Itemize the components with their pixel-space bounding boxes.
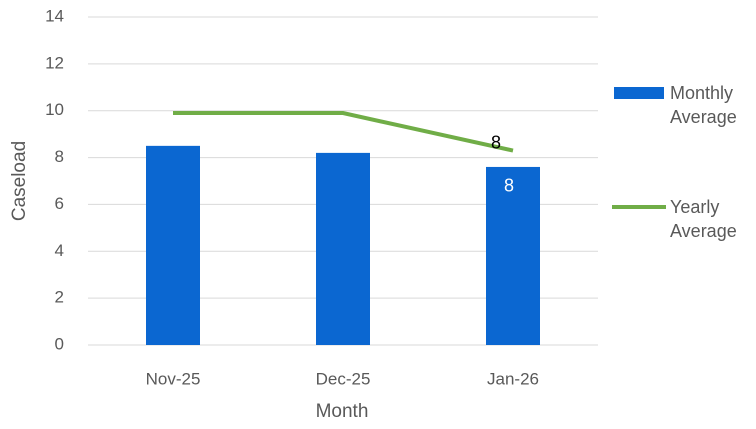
y-tick-label: 4 [55,241,64,260]
y-axis-title: Caseload [9,141,30,221]
x-axis-title: Month [316,401,369,422]
legend-label: Yearly Average [670,197,737,241]
y-tick-label: 8 [55,147,64,166]
data-label: 8 [491,132,501,152]
x-tick-label: Jan-26 [487,369,539,388]
bar [486,166,540,345]
bar [316,152,370,345]
y-tick-label: 2 [55,288,64,307]
x-tick-label: Dec-25 [316,369,371,388]
y-tick-label: 10 [45,100,64,119]
legend-swatch [614,87,664,99]
x-tick-label: Nov-25 [146,369,201,388]
legend-label: Monthly Average [670,83,737,127]
y-tick-label: 14 [45,6,64,25]
y-tick-label: 6 [55,194,64,213]
y-tick-label: 0 [55,334,64,353]
line [173,111,514,153]
y-tick-label: 12 [45,53,64,72]
bar [146,145,200,345]
data-label: 8 [504,176,514,196]
